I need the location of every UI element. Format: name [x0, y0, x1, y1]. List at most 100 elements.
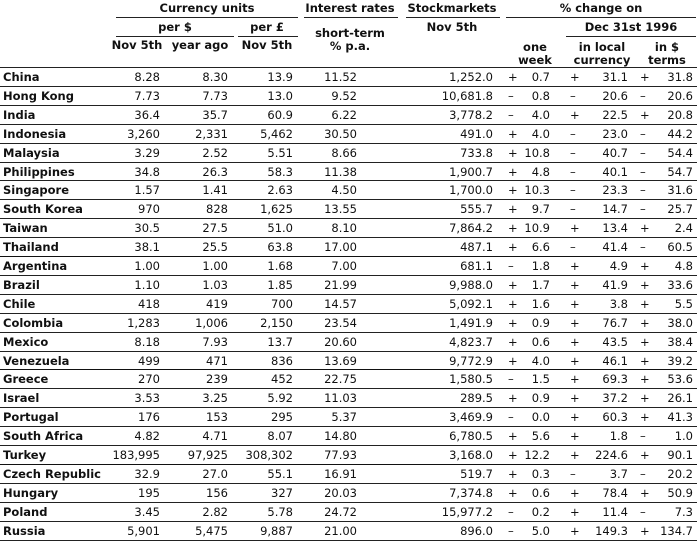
cell-local-change: 40.1: [602, 164, 628, 179]
country-name: Colombia: [3, 315, 64, 330]
header-per-pound: per £: [250, 20, 284, 34]
country-name: Portugal: [3, 410, 59, 425]
cell-per-pound: 836: [271, 353, 293, 368]
country-name: Brazil: [3, 277, 40, 292]
rule-currency: [116, 17, 298, 18]
cell-per-dollar-nov5: 3.53: [134, 391, 160, 406]
cell-per-dollar-year-ago: 26.3: [202, 164, 228, 179]
cell-week-sign: –: [508, 259, 514, 273]
country-name: Turkey: [3, 448, 47, 462]
cell-per-pound: 13.9: [267, 70, 293, 84]
cell-stockmarket: 733.8: [460, 145, 493, 160]
cell-week-change: 1.8: [531, 259, 550, 273]
cell-per-pound: 13.0: [267, 88, 293, 103]
cell-week-change: 1.5: [531, 372, 550, 387]
header-in-local: in local: [578, 40, 626, 54]
row-divider: [0, 445, 697, 446]
cell-per-dollar-nov5: 38.1: [134, 240, 160, 255]
table-row: Venezuela 499 471 836 13.69 9,772.9 +4.0 +46.1 +…: [0, 352, 700, 371]
cell-interest-rate: 8.66: [331, 145, 357, 160]
cell-per-pound: 1,625: [260, 202, 293, 217]
row-divider: [0, 501, 697, 503]
cell-usd-sign: +: [640, 391, 650, 406]
cell-week-sign: –: [508, 372, 514, 387]
cell-interest-rate: 5.37: [331, 410, 357, 425]
cell-usd-change: 39.2: [667, 353, 693, 368]
cell-per-dollar-nov5: 970: [138, 202, 160, 217]
cell-per-dollar-year-ago: 1.03: [202, 277, 228, 292]
cell-stockmarket: 1,252.0: [449, 70, 493, 84]
cell-per-dollar-year-ago: 3.25: [202, 391, 228, 406]
cell-week-sign: +: [508, 70, 518, 84]
country-name: China: [3, 70, 40, 84]
country-name: Greece: [3, 372, 49, 387]
row-divider: [0, 482, 697, 484]
rule-interest: [304, 17, 398, 18]
cell-per-pound: 9,887: [260, 523, 293, 538]
cell-usd-sign: –: [640, 88, 646, 103]
cell-per-dollar-nov5: 3.45: [134, 504, 160, 519]
cell-per-dollar-year-ago: 156: [206, 485, 228, 500]
table-row: India 36.4 35.7 60.9 6.22 3,778.2– 4.0 +22.5 +20…: [0, 106, 700, 125]
cell-local-change: 40.7: [602, 145, 628, 160]
cell-usd-change: 20.2: [667, 466, 693, 481]
cell-stockmarket: 555.7: [460, 202, 493, 217]
cell-interest-rate: 6.22: [331, 107, 357, 122]
cell-week-sign: +: [508, 391, 518, 406]
cell-usd-change: 44.2: [667, 126, 693, 141]
country-name: Czech Republic: [3, 466, 101, 481]
cell-per-dollar-year-ago: 2.52: [202, 145, 228, 160]
cell-week-change: 5.6: [531, 429, 550, 444]
country-name: South Africa: [3, 429, 84, 444]
cell-per-dollar-nov5: 1,283: [127, 315, 160, 330]
cell-per-dollar-year-ago: 4.71: [202, 429, 228, 444]
cell-usd-change: 20.8: [667, 107, 693, 122]
country-name: Malaysia: [3, 145, 60, 160]
cell-local-sign: +: [570, 372, 580, 387]
cell-per-pound: 308,302: [245, 448, 293, 462]
cell-per-pound: 700: [271, 296, 293, 311]
header-one: one: [523, 40, 547, 54]
cell-usd-sign: –: [640, 183, 646, 198]
cell-usd-change: 31.6: [667, 183, 693, 198]
cell-week-sign: +: [508, 315, 518, 330]
cell-usd-change: 41.3: [667, 410, 693, 425]
country-name: South Korea: [3, 202, 83, 217]
cell-week-change: 10.3: [524, 183, 550, 198]
cell-per-pound: 55.1: [267, 466, 293, 481]
cell-usd-sign: +: [640, 353, 650, 368]
country-name: Philippines: [3, 164, 75, 179]
row-divider: [0, 180, 697, 182]
cell-per-dollar-year-ago: 471: [206, 353, 228, 368]
cell-per-dollar-year-ago: 27.5: [202, 221, 228, 236]
cell-stockmarket: 491.0: [460, 126, 493, 141]
cell-per-dollar-nov5: 7.73: [134, 88, 160, 103]
cell-week-change: 6.6: [531, 240, 550, 255]
cell-local-sign: –: [570, 88, 576, 103]
cell-local-sign: +: [570, 504, 580, 519]
cell-local-sign: +: [570, 277, 580, 292]
cell-week-sign: +: [508, 466, 518, 481]
header-per-dollar: per $: [158, 20, 192, 34]
cell-per-dollar-nov5: 8.18: [134, 334, 160, 349]
header-nov5-pound: Nov 5th: [241, 38, 293, 52]
cell-per-pound: 1.85: [267, 277, 293, 292]
cell-local-sign: +: [570, 523, 580, 538]
cell-week-change: 0.6: [531, 334, 550, 349]
row-divider: [0, 161, 697, 163]
cell-week-change: 5.0: [531, 523, 550, 538]
cell-week-sign: –: [508, 107, 514, 122]
cell-local-sign: +: [570, 334, 580, 349]
cell-stockmarket: 4,823.7: [449, 334, 493, 349]
row-divider: [0, 331, 697, 333]
header-short-term: short-term: [315, 26, 385, 40]
cell-local-sign: +: [570, 70, 580, 84]
cell-per-dollar-nov5: 270: [138, 372, 160, 387]
table-row: South Korea 970 828 1,625 13.55 555.7 +9.7–14.…: [0, 200, 700, 219]
cell-usd-sign: +: [640, 448, 650, 462]
cell-per-pound: 295: [271, 410, 293, 425]
cell-week-sign: +: [508, 202, 518, 217]
cell-week-change: 1.7: [531, 277, 550, 292]
cell-per-dollar-year-ago: 1.00: [202, 259, 228, 273]
cell-per-pound: 1.68: [267, 259, 293, 273]
